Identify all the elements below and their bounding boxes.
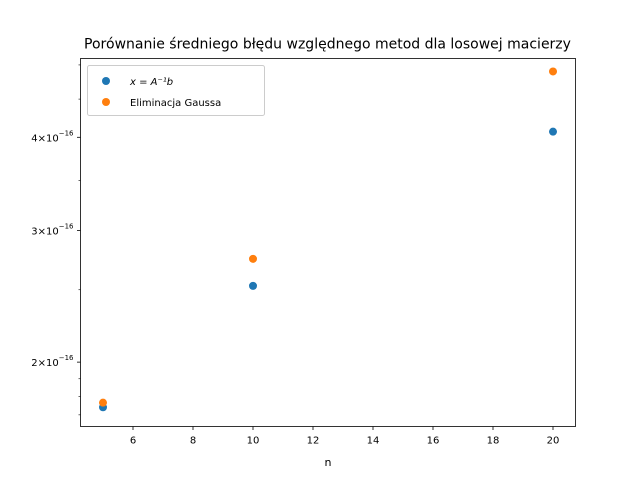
x-tick-label: 18 xyxy=(487,436,500,447)
y-tick-label: 2×10−16 xyxy=(31,354,74,369)
x-tick-label: 6 xyxy=(130,436,136,447)
legend-box xyxy=(87,65,265,116)
y-tick-label: 4×10−16 xyxy=(31,129,74,144)
plot-frame xyxy=(80,58,576,427)
legend-marker-inverse xyxy=(102,77,110,85)
x-tick-label: 20 xyxy=(547,436,560,447)
data-point-inverse xyxy=(549,127,557,136)
x-tick-label: 10 xyxy=(247,436,260,447)
legend-label-inverse-text: x = A⁻¹b xyxy=(129,77,173,88)
x-axis-label: n xyxy=(325,456,332,469)
legend-label-gauss: Eliminacja Gaussa xyxy=(130,98,221,109)
legend: x = A⁻¹b Eliminacja Gaussa xyxy=(87,65,265,116)
x-tick-label: 14 xyxy=(367,436,380,447)
data-point-gauss xyxy=(249,254,257,263)
chart-title: Porównanie średniego błędu względnego me… xyxy=(84,37,571,53)
x-tick-label: 12 xyxy=(307,436,320,447)
x-tick-label: 16 xyxy=(427,436,440,447)
y-tick-label: 3×10−16 xyxy=(31,223,74,238)
data-point-inverse xyxy=(249,281,257,290)
x-tick-label: 8 xyxy=(190,436,196,447)
data-point-gauss xyxy=(549,67,557,76)
legend-label-inverse: x = A⁻¹b xyxy=(129,77,173,88)
data-point-gauss xyxy=(99,398,107,407)
legend-marker-gauss xyxy=(102,98,110,106)
